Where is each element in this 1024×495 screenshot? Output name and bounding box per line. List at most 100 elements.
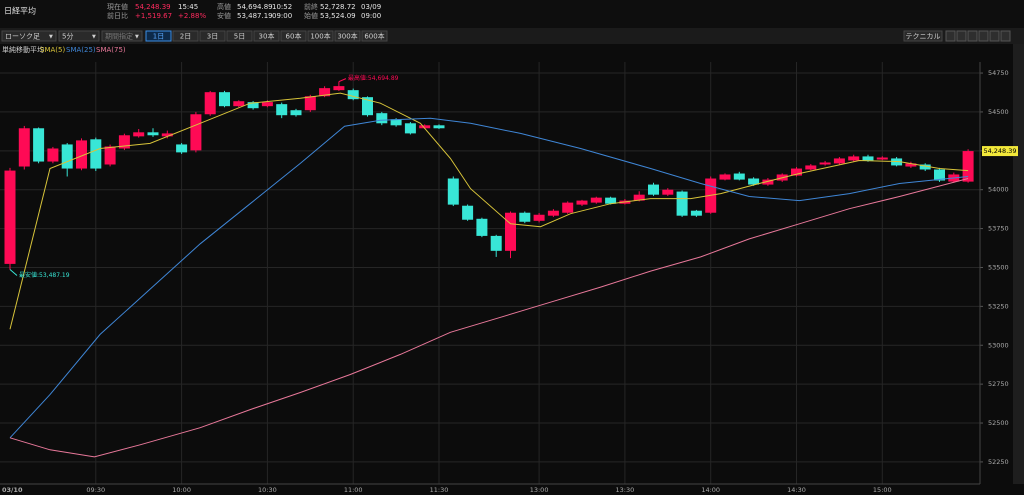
period-label: 1日 — [153, 33, 164, 41]
tool-icon[interactable] — [956, 30, 967, 42]
candle-body — [848, 156, 860, 161]
x-tick-label: 14:30 — [787, 486, 806, 494]
field-value: 53,524.09 — [320, 12, 356, 20]
field-extra: 10:52 — [272, 3, 292, 11]
period-label: 60本 — [286, 32, 302, 41]
y-tick-label: 54000 — [988, 186, 1009, 194]
select-arrow: ▼ — [135, 34, 139, 40]
select-label: 5分 — [62, 32, 73, 41]
field-extra: 15:45 — [178, 3, 198, 11]
candle-body — [204, 92, 216, 115]
select-label: 期間指定 — [105, 32, 133, 41]
candle-body — [133, 132, 145, 137]
candle-body — [233, 101, 245, 107]
annotation-leader — [9, 269, 18, 276]
technical-button[interactable] — [903, 30, 943, 42]
tool-icon[interactable] — [967, 30, 978, 42]
candle-body — [18, 128, 30, 167]
candle-body — [390, 119, 402, 126]
candle-body — [462, 205, 474, 220]
candle-body — [576, 200, 588, 205]
tool-icon[interactable] — [1000, 30, 1011, 42]
select-box[interactable] — [101, 30, 143, 42]
field-label: 前日比 — [107, 11, 128, 20]
legend-entry: SMA(25) — [66, 46, 96, 54]
sma-line — [9, 117, 969, 439]
y-tick-label: 53000 — [988, 341, 1009, 349]
candle-body — [919, 164, 931, 170]
tool-icon[interactable] — [945, 30, 956, 42]
candle-body — [362, 97, 373, 116]
candle-body — [118, 135, 130, 149]
select-arrow: ▼ — [49, 34, 53, 40]
y-tick-label: 53750 — [988, 225, 1009, 233]
candle-body — [662, 189, 674, 195]
period-button[interactable] — [199, 30, 226, 42]
candle-body — [547, 210, 559, 216]
period-button[interactable] — [361, 30, 388, 42]
candle-body — [690, 210, 702, 216]
period-button[interactable] — [253, 30, 280, 42]
x-tick-label: 09:30 — [86, 486, 105, 494]
candle-body — [219, 92, 230, 107]
period-label: 300本 — [337, 32, 357, 41]
candle-body — [190, 114, 202, 151]
period-label: 3日 — [207, 33, 218, 41]
candle-body — [748, 178, 760, 185]
candle-body — [819, 162, 831, 165]
tool-icon[interactable] — [978, 30, 989, 42]
candle-body — [161, 133, 173, 137]
candle-body — [791, 168, 802, 176]
candle-body — [805, 165, 817, 170]
chart-bg — [0, 44, 1024, 495]
side-panel — [1013, 44, 1024, 484]
field-label: 高値 — [217, 2, 231, 11]
candle-body — [562, 202, 574, 213]
x-tick-label: 14:00 — [701, 486, 720, 494]
field-extra: 09:00 — [272, 12, 292, 20]
x-tick-label: 13:30 — [616, 486, 635, 494]
candle-body — [404, 123, 416, 134]
candle-body — [733, 173, 745, 180]
field-value: 52,728.72 — [320, 3, 356, 11]
period-label: 5日 — [234, 33, 245, 41]
candle-body — [833, 158, 845, 164]
period-button[interactable] — [172, 30, 199, 42]
candle-body — [447, 178, 459, 205]
period-button[interactable] — [226, 30, 253, 42]
period-label: 100本 — [310, 32, 330, 41]
select-box[interactable] — [1, 30, 57, 42]
technical-label: テクニカル — [906, 33, 941, 41]
candle-body — [419, 125, 431, 129]
candle-body — [905, 163, 917, 167]
period-button[interactable] — [334, 30, 361, 42]
x-tick-label: 10:30 — [258, 486, 277, 494]
select-box[interactable] — [58, 30, 100, 42]
field-label: 安値 — [217, 11, 231, 20]
candle-body — [147, 132, 159, 136]
header-bar — [0, 0, 1024, 28]
period-button[interactable] — [307, 30, 334, 42]
field-extra: 09:00 — [361, 12, 381, 20]
last-price-label: 54,248.39 — [983, 147, 1016, 155]
sma-line — [9, 92, 969, 330]
y-tick-label: 54500 — [988, 108, 1009, 116]
y-tick-label: 53500 — [988, 263, 1009, 271]
candle-body — [519, 212, 531, 222]
period-button[interactable] — [280, 30, 307, 42]
annotation: 最高値:54,694.89 — [348, 74, 399, 82]
field-label: 現在値 — [107, 2, 128, 11]
x-tick-label: 11:00 — [344, 486, 363, 494]
candle-body — [490, 235, 502, 251]
candle-body — [319, 88, 331, 97]
field-label: 前終 — [304, 2, 318, 11]
candle-body — [533, 214, 545, 221]
y-tick-label: 52500 — [988, 419, 1009, 427]
x-tick-label: 15:00 — [873, 486, 892, 494]
tool-icon[interactable] — [989, 30, 1000, 42]
period-button[interactable] — [145, 30, 172, 42]
x-tick-label: 13:00 — [530, 486, 549, 494]
candle-body — [934, 169, 945, 181]
field-value: 53,487.19 — [237, 12, 273, 20]
